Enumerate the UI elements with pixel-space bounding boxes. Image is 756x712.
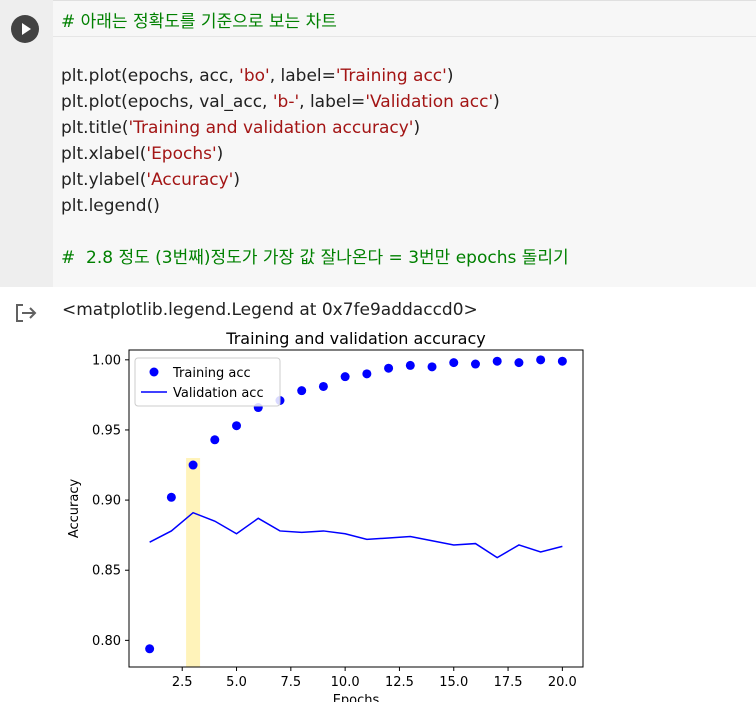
data-point-training	[340, 372, 350, 382]
series-line-validation	[149, 511, 563, 559]
data-point-training	[145, 644, 155, 654]
data-point-training	[492, 356, 502, 366]
data-point-training	[318, 381, 328, 391]
code-token: )	[233, 170, 240, 190]
data-point-training	[297, 386, 307, 396]
y-axis-label: Accuracy	[67, 479, 82, 539]
code-token: plt.title(	[61, 118, 129, 138]
x-tick-label: 7.5	[280, 675, 301, 690]
data-point-training	[232, 421, 242, 431]
code-token: , label=	[299, 92, 366, 112]
code-line-6[interactable]: plt.ylabel('Accuracy')	[61, 167, 240, 193]
legend-label-training: Training acc	[172, 366, 251, 381]
highlight-band	[186, 458, 201, 667]
legend-label-validation: Validation acc	[173, 386, 264, 401]
code-token: plt.plot(epochs, acc,	[61, 66, 240, 86]
code-string: 'b-'	[272, 92, 300, 112]
code-token: )	[413, 118, 421, 138]
x-tick-label: 20.0	[548, 675, 577, 690]
play-icon	[22, 23, 31, 35]
code-token: , label=	[269, 66, 336, 86]
code-line-4[interactable]: plt.title('Training and validation accur…	[61, 115, 420, 141]
code-string: 'Training and validation accuracy'	[128, 118, 414, 138]
editor-top-border	[53, 0, 756, 1]
y-tick-label: 0.85	[92, 564, 121, 579]
chart-title: Training and validation accuracy	[225, 329, 485, 348]
code-line-8[interactable]: # 2.8 정도 (3번째)정도가 가장 값 잘나온다 = 3번만 epochs…	[61, 248, 569, 268]
y-tick-label: 1.00	[92, 353, 121, 368]
code-cell[interactable]: # 아래는 정확도를 기준으로 보는 차트 plt.plot(epochs, a…	[0, 0, 756, 287]
y-tick-label: 0.80	[92, 634, 121, 649]
code-string: 'Training acc'	[335, 66, 447, 86]
data-point-training	[210, 435, 220, 445]
code-string: 'bo'	[239, 66, 270, 86]
data-point-training	[362, 369, 372, 379]
data-point-training	[557, 356, 567, 366]
accuracy-chart: 2.5 5.0 7.5 10.0 12.5 15.0 17.5 20.0 0.80 0.85 0.9…	[67, 329, 584, 702]
code-token: )	[493, 92, 500, 112]
data-point-training	[470, 359, 480, 369]
x-tick-label: 10.0	[331, 675, 360, 690]
data-point-training	[514, 358, 524, 368]
code-token: plt.legend()	[61, 196, 160, 216]
code-token: plt.xlabel(	[61, 144, 147, 164]
x-tick-label: 15.0	[439, 675, 468, 690]
data-point-training	[166, 492, 176, 502]
data-point-training	[449, 358, 459, 368]
y-tick-label: 0.95	[92, 423, 121, 438]
data-point-training	[384, 363, 394, 373]
current-line-highlight	[53, 9, 756, 37]
x-tick-label: 2.5	[172, 675, 193, 690]
code-line-3[interactable]: plt.plot(epochs, val_acc, 'b-', label='V…	[61, 89, 500, 115]
cell-gutter	[0, 0, 53, 287]
output-icon	[16, 304, 37, 322]
code-token: )	[446, 66, 454, 86]
code-string: 'Validation acc'	[365, 92, 494, 112]
y-tick-label: 0.90	[92, 494, 121, 509]
x-axis-label: Epochs	[333, 693, 380, 702]
output-text: <matplotlib.legend.Legend at 0x7fe9addac…	[62, 300, 478, 320]
legend-marker-training	[149, 367, 159, 377]
chart-legend: Training acc Validation acc	[134, 357, 281, 407]
data-point-training	[427, 362, 437, 372]
code-line-1[interactable]: # 아래는 정확도를 기준으로 보는 차트	[61, 12, 337, 32]
code-token: plt.ylabel(	[61, 170, 147, 190]
code-editor[interactable]: # 아래는 정확도를 기준으로 보는 차트 plt.plot(epochs, a…	[53, 0, 756, 287]
code-string: 'Epochs'	[146, 144, 217, 164]
data-point-training	[536, 355, 546, 365]
code-line-7[interactable]: plt.legend()	[61, 193, 160, 219]
code-line-5[interactable]: plt.xlabel('Epochs')	[61, 141, 223, 167]
data-point-training	[405, 360, 415, 370]
x-tick-label: 5.0	[226, 675, 247, 690]
data-point-training	[188, 460, 198, 470]
legend-box	[134, 357, 281, 407]
plot-frame	[128, 349, 584, 668]
code-line-2[interactable]: plt.plot(epochs, acc, 'bo', label='Train…	[61, 63, 453, 89]
run-cell-button[interactable]	[11, 15, 39, 43]
code-token: )	[216, 144, 224, 164]
x-tick-label: 17.5	[494, 675, 523, 690]
code-string: 'Accuracy'	[146, 170, 234, 190]
code-token: plt.plot(epochs, val_acc,	[61, 92, 273, 112]
x-tick-label: 12.5	[385, 675, 414, 690]
